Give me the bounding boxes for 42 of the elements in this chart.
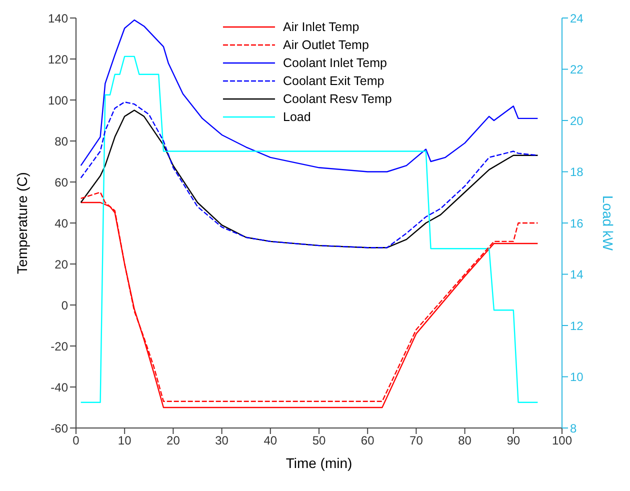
x-tick-label: 70 <box>410 434 424 448</box>
y2-tick-label: 20 <box>570 114 584 128</box>
legend-label: Load <box>283 110 311 124</box>
y-axis-title: Temperature (C) <box>14 172 30 274</box>
y2-tick-label: 16 <box>570 216 584 230</box>
y2-axis-title: Load kW <box>600 195 616 252</box>
x-tick-label: 30 <box>215 434 229 448</box>
x-tick-label: 100 <box>552 434 572 448</box>
y-tick-label: 100 <box>48 93 68 108</box>
legend-label: Coolant Resv Temp <box>283 92 392 106</box>
y-tick-label: 140 <box>48 11 68 26</box>
y2-tick-label: 8 <box>570 421 577 436</box>
x-axis-title: Time (min) <box>286 455 352 471</box>
y-tick-label: 80 <box>54 134 68 148</box>
x-tick-label: 10 <box>118 434 132 448</box>
y-tick-label: 20 <box>54 257 68 272</box>
line-series <box>80 56 538 403</box>
y-tick-label: 120 <box>48 52 68 66</box>
legend-label: Coolant Exit Temp <box>283 74 384 88</box>
y-tick-label: 40 <box>54 216 68 230</box>
y-tick-label: -60 <box>50 421 68 436</box>
y2-tick-label: 12 <box>570 318 584 333</box>
y-tick-label: -40 <box>50 380 68 394</box>
y-tick-label: -20 <box>50 339 68 354</box>
y2-tick-label: 18 <box>570 165 584 180</box>
x-tick-label: 50 <box>312 434 326 448</box>
legend-label: Air Inlet Temp <box>283 20 360 34</box>
y-tick-label: 0 <box>61 298 68 312</box>
x-tick-label: 40 <box>264 434 278 448</box>
x-tick-label: 60 <box>360 434 375 448</box>
x-tick-label: 20 <box>166 434 180 448</box>
line-series <box>80 19 538 172</box>
y2-tick-label: 10 <box>570 370 584 384</box>
y2-tick-label: 14 <box>570 268 584 282</box>
x-tick-label: 0 <box>72 434 80 448</box>
legend-label: Coolant Inlet Temp <box>283 56 387 70</box>
y2-tick-label: 22 <box>570 62 584 77</box>
x-tick-label: 80 <box>458 434 472 448</box>
legend-label: Air Outlet Temp <box>283 38 369 52</box>
y-tick-label: 60 <box>54 175 68 190</box>
y2-tick-label: 24 <box>570 11 584 26</box>
x-tick-label: 90 <box>506 434 520 448</box>
